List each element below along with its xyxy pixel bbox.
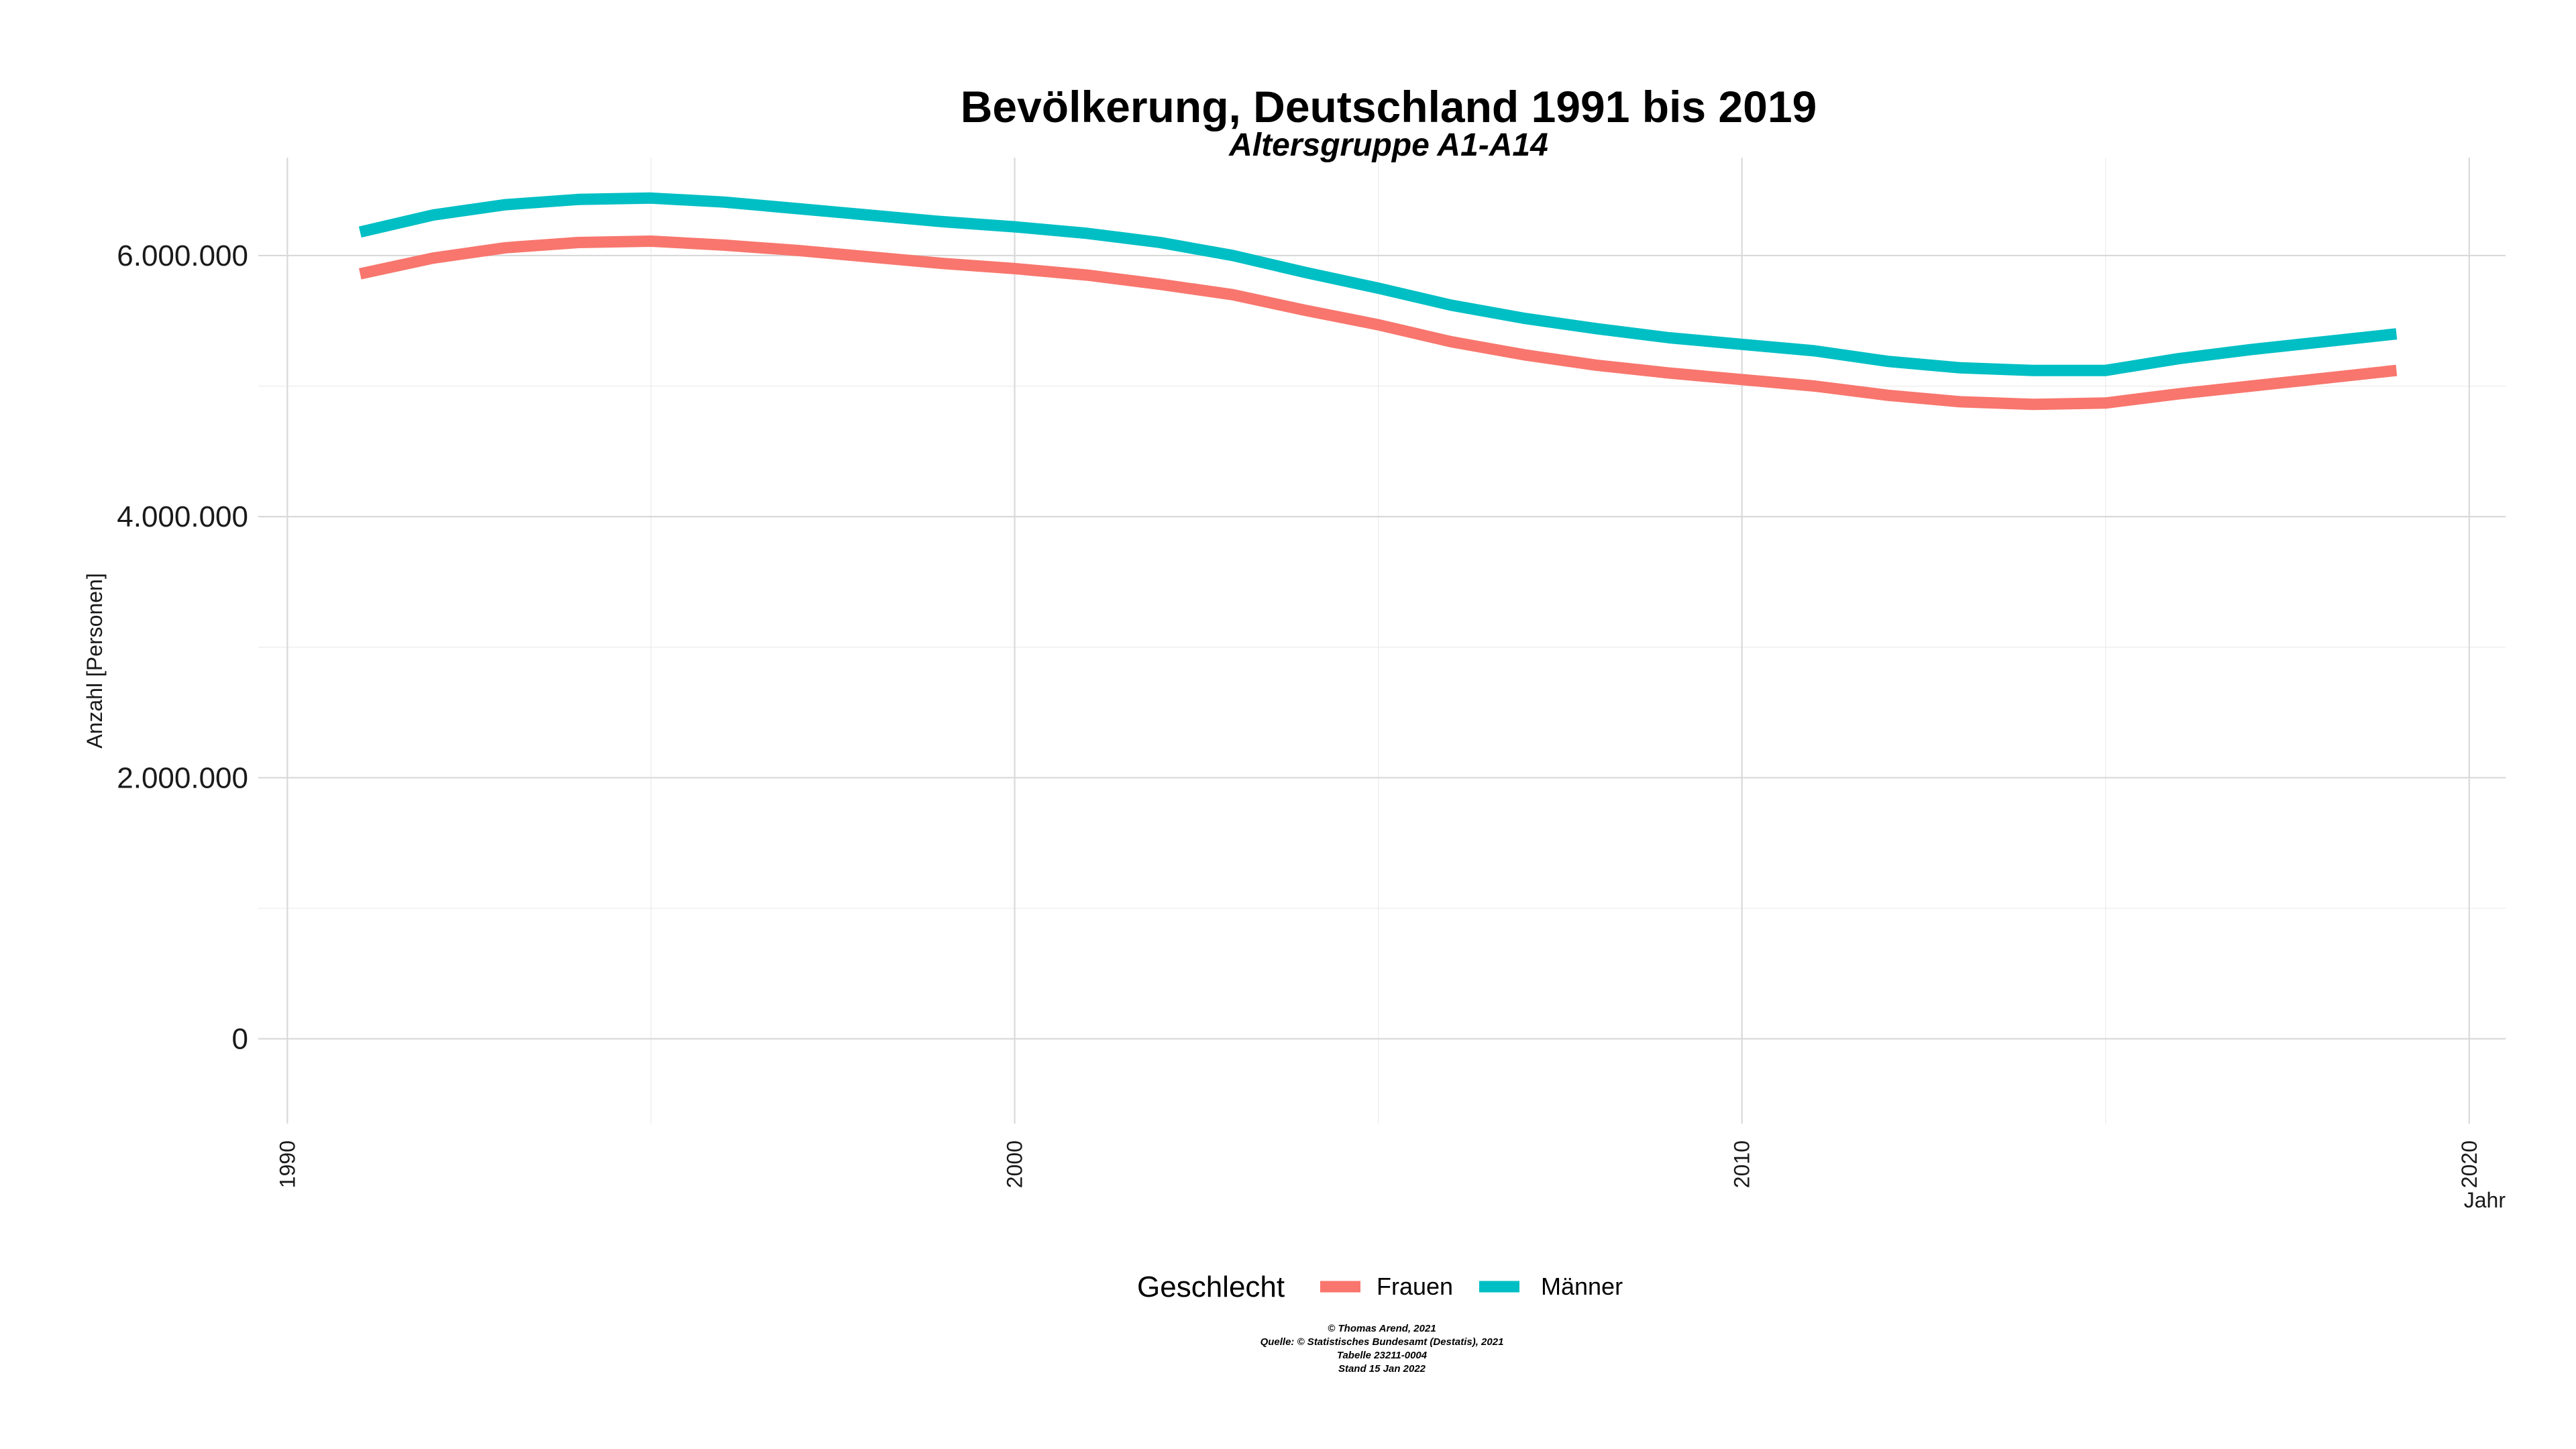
caption-line-1: © Thomas Arend, 2021 xyxy=(1328,1323,1436,1334)
x-tick-label: 2000 xyxy=(1003,1140,1027,1188)
series-lines xyxy=(358,192,2398,411)
legend-title: Geschlecht xyxy=(1137,1271,1285,1303)
series-line-frauen xyxy=(359,235,2398,411)
x-tick-label: 1990 xyxy=(275,1140,299,1188)
series-line-männer xyxy=(358,192,2398,376)
y-tick-label: 6.000.000 xyxy=(117,239,248,272)
x-axis-ticks: 1990 2000 2010 2020 xyxy=(275,1140,2481,1188)
caption-line-3: Tabelle 23211-0004 xyxy=(1337,1350,1428,1361)
caption-line-2: Quelle: © Statistisches Bundesamt (Desta… xyxy=(1260,1336,1504,1348)
legend-label-männer: Männer xyxy=(1541,1273,1623,1300)
chart-subtitle: Altersgruppe A1-A14 xyxy=(1228,127,1548,163)
caption: © Thomas Arend, 2021 Quelle: © Statistis… xyxy=(1260,1323,1504,1375)
y-tick-label: 2.000.000 xyxy=(117,761,248,794)
plot-grid xyxy=(258,158,2506,1124)
y-tick-label: 4.000.000 xyxy=(117,500,248,533)
chart-title: Bevölkerung, Deutschland 1991 bis 2019 xyxy=(961,82,1817,131)
legend: Geschlecht Frauen Männer xyxy=(1137,1271,1623,1303)
y-tick-label: 0 xyxy=(232,1023,248,1056)
y-axis-label: Anzahl [Personen] xyxy=(83,573,107,749)
x-axis-label: Jahr xyxy=(2464,1188,2506,1212)
legend-label-frauen: Frauen xyxy=(1377,1273,1453,1300)
x-tick-label: 2020 xyxy=(2457,1140,2481,1188)
caption-line-4: Stand 15 Jan 2022 xyxy=(1338,1363,1426,1375)
y-axis-ticks: 0 2.000.000 4.000.000 6.000.000 xyxy=(117,239,248,1056)
x-tick-label: 2010 xyxy=(1730,1140,1754,1188)
